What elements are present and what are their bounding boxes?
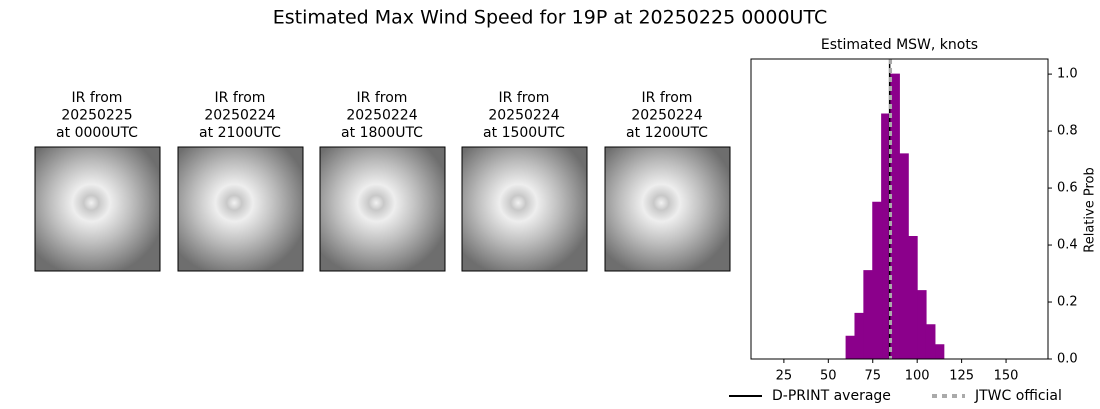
ir-image: [177, 146, 304, 272]
chart-title: Estimated MSW, knots: [821, 37, 978, 53]
bar: [872, 201, 883, 360]
bar: [854, 312, 865, 360]
bar: [898, 153, 909, 360]
panel-title: at 0000UTC: [56, 125, 138, 141]
panel-title: 20250224: [631, 108, 702, 124]
bar: [863, 270, 874, 360]
panel-title: at 2100UTC: [199, 125, 281, 141]
x-tick-label: 75: [864, 369, 881, 384]
panel-title: IR from: [215, 90, 266, 106]
y-tick-label: 0.0: [1057, 352, 1078, 367]
x-tick-label: 100: [905, 369, 930, 384]
y-tick-label: 1.0: [1057, 67, 1078, 82]
x-tick-label: 25: [776, 369, 793, 384]
x-tick-label: 50: [820, 369, 837, 384]
panel-title: at 1800UTC: [341, 125, 423, 141]
y-tick-label: 0.6: [1057, 181, 1078, 196]
panel-title: at 1200UTC: [626, 125, 708, 141]
y-tick-label: 0.2: [1057, 295, 1078, 310]
panel-title: IR from: [357, 90, 408, 106]
panel-title: 20250225: [61, 108, 132, 124]
panel-title: IR from: [642, 90, 693, 106]
x-tick-label: 150: [994, 369, 1019, 384]
plot-frame: [750, 58, 1049, 360]
bar: [907, 235, 918, 360]
panel-title: at 1500UTC: [483, 125, 565, 141]
panel-title: 20250224: [488, 108, 559, 124]
panel-title: 20250224: [346, 108, 417, 124]
panel-title: 20250224: [204, 108, 275, 124]
y-tick-label: 0.8: [1057, 124, 1078, 139]
panel-title: IR from: [499, 90, 550, 106]
x-tick-label: 125: [949, 369, 974, 384]
ir-image: [604, 146, 731, 272]
ir-image: [461, 146, 588, 272]
legend-label: JTWC official: [974, 388, 1062, 404]
bar: [934, 344, 945, 360]
bar: [925, 324, 936, 360]
ir-image: [34, 146, 161, 272]
figure-title: Estimated Max Wind Speed for 19P at 2025…: [273, 7, 827, 29]
ir-image: [319, 146, 446, 272]
bar: [916, 290, 927, 360]
bar: [845, 335, 856, 360]
y-tick-label: 0.4: [1057, 238, 1078, 253]
legend-label: D-PRINT average: [772, 388, 891, 404]
y-axis-label: Relative Prob: [1083, 167, 1098, 252]
panel-title: IR from: [72, 90, 123, 106]
